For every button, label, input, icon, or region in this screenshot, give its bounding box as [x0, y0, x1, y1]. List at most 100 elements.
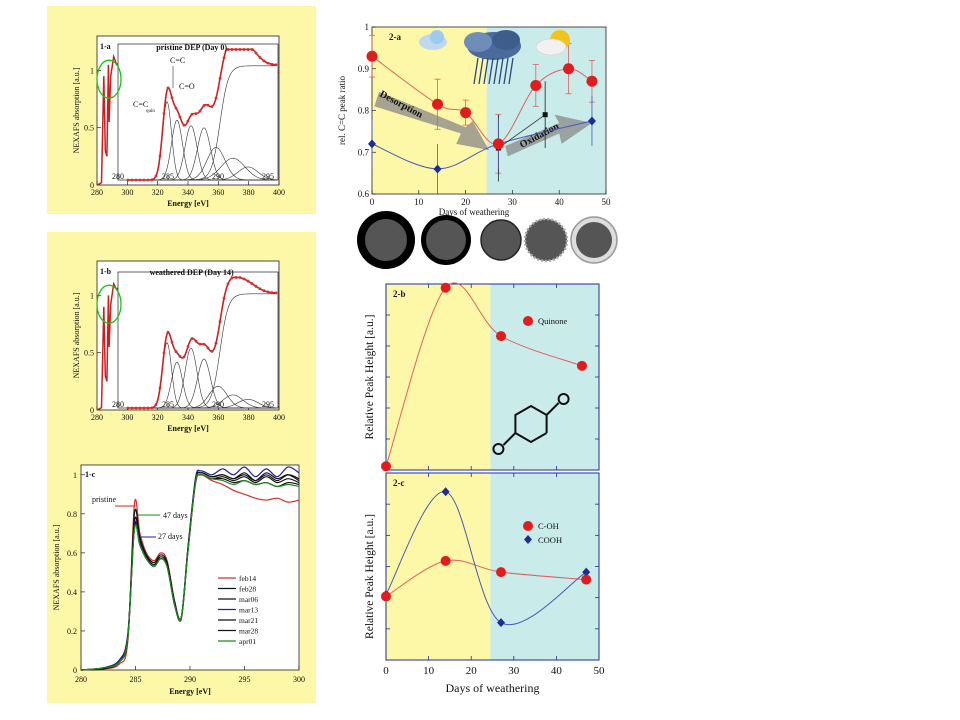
inset-x-tick-label: 290 [212, 400, 224, 409]
data-dot [162, 112, 166, 116]
data-dot [134, 406, 138, 410]
data-dot [254, 51, 258, 55]
x-tick-label: 0 [383, 665, 389, 677]
data-dot [146, 178, 150, 182]
x-axis-label: Energy [eV] [169, 687, 211, 696]
data-dot [126, 406, 130, 410]
y-tick-label: 0.5 [84, 349, 94, 358]
data-dot [130, 178, 134, 182]
data-dot [198, 342, 202, 346]
data-dot [174, 106, 178, 110]
y-tick-label: 1 [90, 66, 94, 75]
data-dot [142, 406, 146, 410]
chart-1-c: 280 285 290 295 300 0 0.2 0.4 0.6 0.8 1 Energy [eV]… [52, 464, 305, 696]
point-circle [440, 555, 451, 566]
legend-label-mar06: mar06 [239, 595, 258, 604]
data-dot [134, 178, 138, 182]
data-dot [182, 355, 186, 359]
y-axis-label: Relative Peak Height [a.u.] [364, 514, 376, 639]
data-dot [174, 350, 178, 353]
trend-line-blue [371, 120, 593, 170]
point-circle [586, 75, 598, 87]
point-diamond [433, 164, 442, 174]
legend-label-coh: C-OH [538, 521, 559, 531]
data-dot [230, 48, 234, 51]
y-tick-label: 0.2 [67, 627, 77, 636]
data-dot [198, 109, 202, 113]
panel-title: weathered DEP (Day 14) [150, 268, 234, 277]
data-dot [222, 56, 226, 60]
x-tick-label: 340 [182, 413, 194, 422]
x-axis-label: Days of weathering [439, 207, 510, 217]
point-diamond [587, 116, 596, 126]
data-dot [190, 337, 194, 340]
data-dot [266, 61, 270, 65]
point-circle [563, 63, 575, 75]
rain-drop-icon [503, 57, 509, 85]
particle-core-icon [426, 220, 466, 260]
x-tick-label: 285 [130, 675, 142, 684]
data-dot [214, 96, 218, 100]
data-dot [258, 287, 262, 291]
data-dot [186, 345, 190, 348]
y-axis-label: NEXAFS absorption [a.u.] [72, 67, 81, 153]
data-dot [158, 386, 162, 390]
inset-x-tick-label: 290 [212, 172, 224, 181]
data-dot [146, 406, 150, 410]
data-dot [226, 48, 230, 51]
data-dot [262, 59, 266, 63]
legend-label-cooh: COOH [538, 535, 562, 545]
x-tick-label: 300 [293, 675, 305, 684]
data-dot [214, 341, 218, 345]
y-axis-label: NEXAFS absorption [a.u.] [52, 524, 61, 610]
data-dot [194, 112, 198, 116]
y-tick-label: 0.8 [358, 106, 370, 116]
x-tick-label: 280 [91, 413, 103, 422]
data-dot [242, 48, 246, 51]
particle-oxidized-icon [523, 217, 569, 263]
legend-marker-coh [523, 521, 533, 531]
data-dot [266, 290, 270, 294]
x-tick-label: 30 [508, 665, 520, 677]
rain-drop-icon [488, 57, 494, 85]
legend-label-mar21: mar21 [239, 616, 258, 625]
annotation-co: C=O [179, 82, 195, 91]
point-circle [381, 591, 391, 602]
inset-x-tick-label: 280 [112, 172, 124, 181]
highlight-ellipse [96, 284, 122, 324]
y-tick-label: 1 [365, 22, 370, 32]
x-tick-label: 380 [243, 413, 255, 422]
point-circle [496, 567, 507, 578]
sun-cloud-icon [535, 38, 567, 56]
data-dot [202, 104, 206, 107]
y-axis-label: NEXAFS absorption [a.u.] [72, 292, 81, 378]
particle-core-icon [576, 222, 612, 258]
point-circle [576, 360, 587, 371]
particle-bare-icon [480, 219, 522, 261]
x-tick-label: 320 [152, 413, 164, 422]
y-tick-label: 0.7 [358, 147, 370, 157]
zone-oxidation [490, 473, 599, 660]
data-dot [270, 62, 274, 66]
chart-2-c: 0 10 20 30 40 50 Days of weathering Relative Pe… [364, 472, 605, 695]
inset-x-tick-label: 285 [162, 172, 174, 181]
x-tick-label: 280 [75, 675, 87, 684]
x-tick-label: 20 [461, 197, 471, 207]
x-tick-label: 340 [182, 188, 194, 197]
x-tick-label: 40 [555, 197, 565, 207]
data-dot [258, 56, 262, 59]
x-tick-label: 10 [414, 197, 424, 207]
zone-desorption [386, 473, 491, 660]
point-circle [492, 138, 504, 150]
y-tick-label: 0 [73, 666, 77, 675]
x-tick-label: 30 [508, 197, 518, 207]
point-diamond [582, 567, 591, 577]
panel-label: 1-a [100, 42, 111, 51]
data-dot [190, 112, 194, 116]
data-dot [178, 115, 182, 119]
data-dot [166, 86, 170, 90]
point-circle [381, 461, 391, 472]
data-dot [166, 330, 170, 334]
y-tick-label: 0.6 [358, 189, 370, 199]
